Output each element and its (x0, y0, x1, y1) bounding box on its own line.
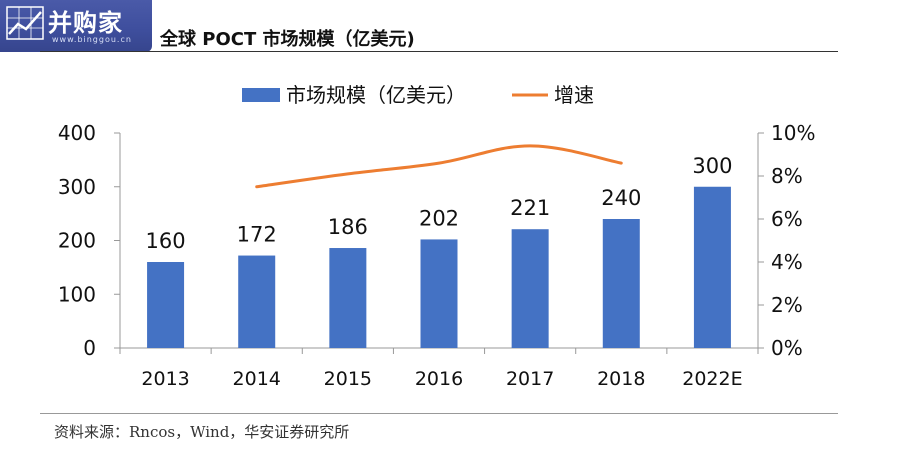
x-tick-label: 2013 (141, 368, 189, 390)
x-tick-label: 2016 (415, 368, 463, 390)
line-series (255, 144, 623, 189)
y-right-tick-label: 6% (771, 207, 803, 231)
x-tick-label: 2017 (506, 368, 554, 390)
data-label: 202 (419, 206, 459, 230)
bar (329, 248, 367, 348)
data-labels: 160 172 186 202 221 240 300 (146, 154, 733, 253)
y-right-tick-label: 4% (771, 250, 803, 274)
legend: 市场规模（亿美元） 增速 (242, 83, 594, 107)
y-left-tick-label: 300 (58, 175, 96, 199)
bar-series (147, 186, 731, 348)
bar (602, 219, 640, 348)
y-left-tick-label: 200 (58, 229, 96, 253)
legend-label-line: 增速 (554, 83, 594, 107)
source-note: 资料来源：Rncos，Wind，华安证券研究所 (54, 423, 350, 441)
title-divider (40, 51, 838, 52)
logo-badge: 并购家 www.binggou.cn (0, 0, 152, 52)
y-right-tick-label: 8% (771, 164, 803, 188)
y-right-tick-label: 0% (771, 336, 803, 360)
y-left-tick-label: 0 (83, 336, 96, 360)
source-divider (40, 413, 838, 414)
y-right-tick-label: 10% (771, 121, 815, 145)
data-label: 240 (601, 186, 641, 210)
bar (693, 186, 731, 348)
tick-labels: 0 100 200 300 400 0% 2% 4% 6% 8% 10% 2013 2014 2015 20… (58, 121, 816, 390)
data-label: 160 (146, 229, 186, 253)
legend-label-bar: 市场规模（亿美元） (286, 83, 466, 107)
x-tick-label: 2022E (682, 368, 742, 390)
y-right-tick-label: 2% (771, 293, 803, 317)
y-left-tick-label: 100 (58, 282, 96, 306)
legend-swatch-bar (242, 88, 280, 102)
bar (147, 262, 185, 348)
bar (420, 239, 458, 348)
data-label: 300 (692, 154, 732, 178)
data-label: 186 (328, 215, 368, 239)
x-tick-label: 2014 (233, 368, 281, 390)
data-label: 172 (237, 223, 277, 247)
logo-name: 并购家 (48, 9, 123, 37)
bar (511, 229, 549, 348)
data-label: 221 (510, 196, 550, 220)
growth-line (255, 144, 623, 189)
figure-title: 全球 POCT 市场规模（亿美元) (160, 29, 415, 50)
x-tick-label: 2018 (597, 368, 645, 390)
chart-logo-icon (6, 6, 44, 40)
bar (238, 255, 276, 348)
logo-url: www.binggou.cn (52, 35, 132, 44)
y-left-tick-label: 400 (58, 121, 96, 145)
x-tick-label: 2015 (324, 368, 372, 390)
